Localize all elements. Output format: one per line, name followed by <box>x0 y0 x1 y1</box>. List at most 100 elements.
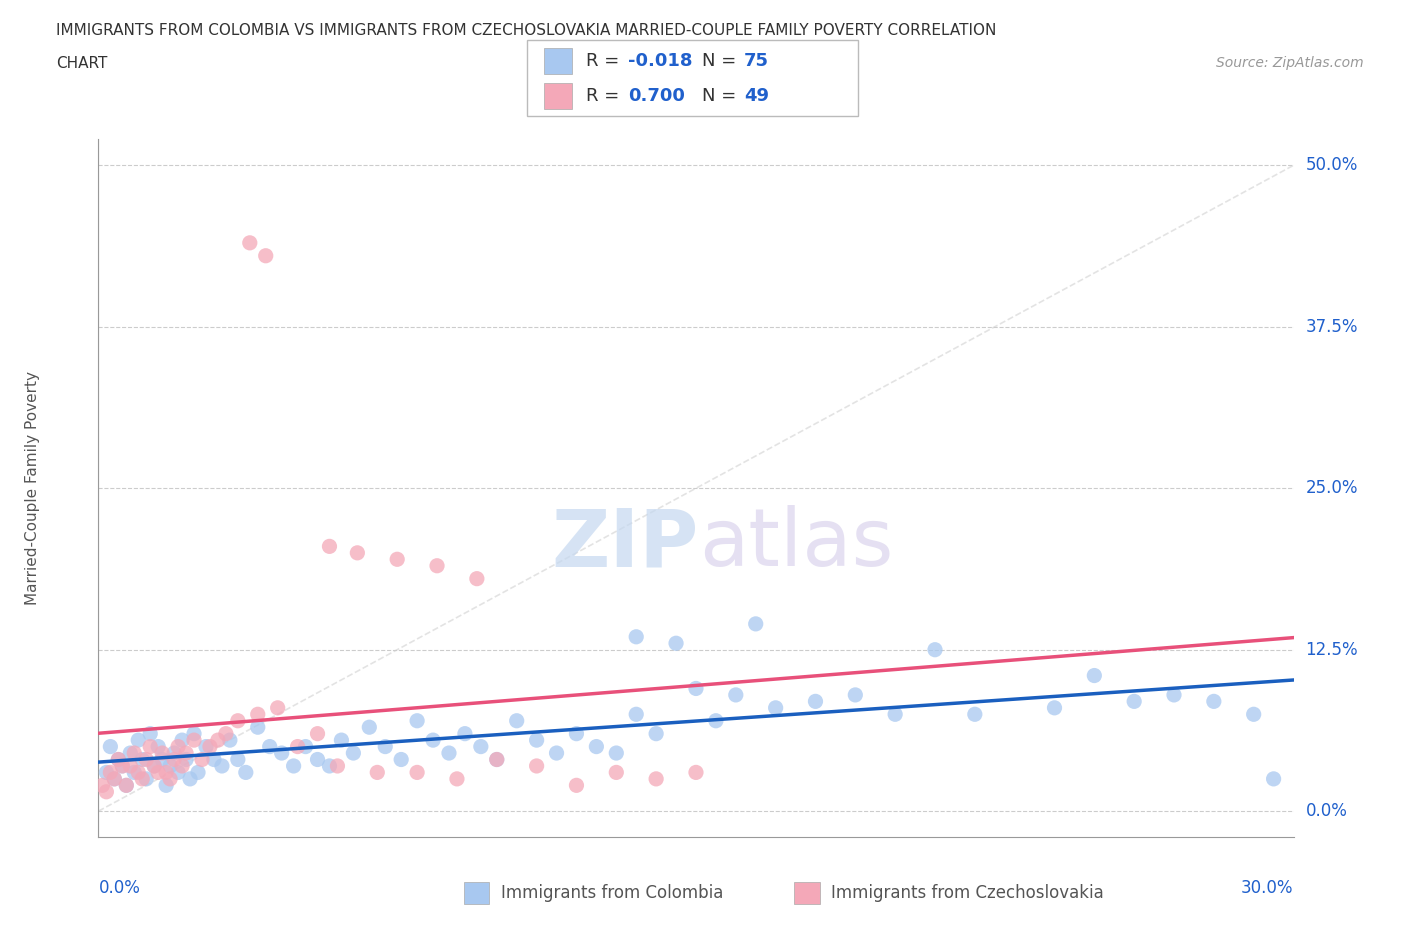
Point <box>1083 668 1105 683</box>
Point <box>326 759 349 774</box>
Point <box>346 545 368 560</box>
Point <box>143 759 166 774</box>
Point <box>526 759 548 774</box>
Point <box>183 733 205 748</box>
Point <box>765 700 787 715</box>
Point <box>270 746 292 761</box>
Text: -0.018: -0.018 <box>628 51 693 70</box>
Point <box>318 539 340 554</box>
Point <box>506 713 529 728</box>
Text: 50.0%: 50.0% <box>1305 156 1358 174</box>
Point <box>91 777 114 792</box>
Point <box>283 759 305 774</box>
Point <box>924 643 946 658</box>
Point <box>585 739 607 754</box>
Point <box>963 707 986 722</box>
Point <box>565 777 588 792</box>
Text: 0.0%: 0.0% <box>98 879 141 897</box>
Point <box>526 733 548 748</box>
Point <box>179 772 201 787</box>
Point <box>127 733 149 748</box>
Point <box>1043 700 1066 715</box>
Text: 37.5%: 37.5% <box>1305 318 1358 336</box>
Point <box>131 752 153 767</box>
Point <box>127 765 149 780</box>
Point <box>239 235 262 250</box>
Point <box>465 571 488 586</box>
Point <box>148 765 170 780</box>
Text: 75: 75 <box>744 51 769 70</box>
Point <box>111 759 134 774</box>
Point <box>107 752 129 767</box>
Point <box>143 759 166 774</box>
Point <box>219 733 242 748</box>
Point <box>111 759 134 774</box>
Point <box>1163 687 1185 702</box>
Text: R =: R = <box>586 86 626 105</box>
Point <box>139 726 162 741</box>
Point <box>120 746 142 761</box>
Point <box>645 726 668 741</box>
Point <box>98 765 122 780</box>
Point <box>163 752 186 767</box>
Point <box>359 720 381 735</box>
Point <box>287 739 309 754</box>
Point <box>454 726 477 741</box>
Point <box>385 551 409 566</box>
Text: Married-Couple Family Poverty: Married-Couple Family Poverty <box>25 371 41 605</box>
Point <box>135 752 157 767</box>
Point <box>1243 707 1265 722</box>
Point <box>103 772 125 787</box>
Point <box>422 733 444 748</box>
Point <box>124 765 146 780</box>
Point <box>172 759 194 774</box>
Point <box>174 752 197 767</box>
Point <box>366 765 388 780</box>
Point <box>389 752 412 767</box>
Point <box>645 772 668 787</box>
Point <box>207 733 229 748</box>
Point <box>167 765 190 780</box>
Point <box>139 739 162 754</box>
Point <box>96 765 118 780</box>
Text: N =: N = <box>702 51 741 70</box>
Point <box>150 752 173 767</box>
Point <box>704 713 727 728</box>
Point <box>107 752 129 767</box>
Point <box>235 765 257 780</box>
Point <box>1123 694 1146 709</box>
Point <box>605 765 627 780</box>
Point <box>98 739 122 754</box>
Text: Source: ZipAtlas.com: Source: ZipAtlas.com <box>1216 56 1364 70</box>
Point <box>437 746 460 761</box>
Text: Immigrants from Colombia: Immigrants from Colombia <box>501 884 723 902</box>
Point <box>1202 694 1225 709</box>
Point <box>159 759 181 774</box>
Text: CHART: CHART <box>56 56 108 71</box>
Point <box>202 752 225 767</box>
Point <box>211 759 233 774</box>
Point <box>446 772 468 787</box>
Point <box>426 558 449 573</box>
Point <box>163 746 186 761</box>
Point <box>246 707 269 722</box>
Point <box>155 765 177 780</box>
Point <box>246 720 269 735</box>
Point <box>191 752 214 767</box>
Point <box>187 765 209 780</box>
Point <box>406 765 429 780</box>
Text: atlas: atlas <box>699 505 893 583</box>
Text: 0.700: 0.700 <box>628 86 685 105</box>
Point <box>195 739 218 754</box>
Point <box>135 772 157 787</box>
Point <box>624 707 647 722</box>
Point <box>804 694 827 709</box>
Point <box>226 713 249 728</box>
Point <box>294 739 316 754</box>
Point <box>131 772 153 787</box>
Point <box>259 739 281 754</box>
Point <box>565 726 588 741</box>
Text: 0.0%: 0.0% <box>1305 803 1347 820</box>
Point <box>330 733 353 748</box>
Point <box>120 759 142 774</box>
